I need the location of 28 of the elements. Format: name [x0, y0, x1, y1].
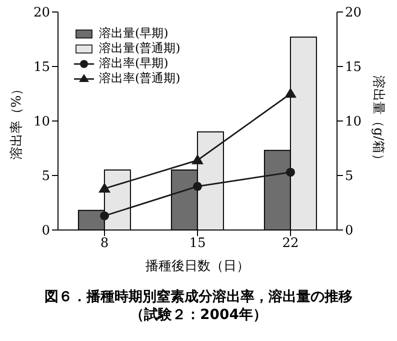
y-tick-label: 5 — [42, 169, 50, 184]
y-axis-title: 溶出率（%） — [8, 82, 25, 160]
y-tick-label: 20 — [33, 6, 50, 21]
point — [193, 182, 202, 191]
y2-tick-label: 15 — [345, 60, 362, 76]
y-tick-label: 15 — [33, 60, 50, 76]
point — [98, 182, 110, 193]
legend-label: 溶出率(早期) — [99, 56, 168, 71]
point — [286, 168, 295, 177]
text: （試験２：2004年） — [129, 306, 268, 324]
x-tick-label: 15 — [189, 236, 206, 252]
legend-label: 溶出量(早期) — [99, 26, 168, 41]
y2-tick-label: 0 — [345, 224, 354, 239]
y2-tick-label: 20 — [345, 6, 362, 21]
legend-label: 溶出率(普通期) — [99, 71, 180, 86]
y-tick-label: 0 — [42, 224, 50, 239]
point — [192, 154, 204, 164]
y2-tick-label: 10 — [345, 114, 362, 130]
y2-axis-title: 溶出量（g/箱） — [370, 76, 386, 166]
y-tick-label: 10 — [33, 114, 50, 130]
x-tick-label: 8 — [100, 236, 109, 252]
point — [284, 88, 296, 98]
point — [100, 211, 109, 220]
x-axis-title: 播種後日数（日） — [146, 259, 250, 274]
text: 図６．播種時期別窒素成分溶出率，溶出量の推移 — [44, 288, 354, 306]
legend-label: 溶出量(普通期) — [99, 41, 180, 56]
x-tick-label: 22 — [282, 236, 299, 252]
y2-tick-label: 5 — [345, 169, 354, 184]
